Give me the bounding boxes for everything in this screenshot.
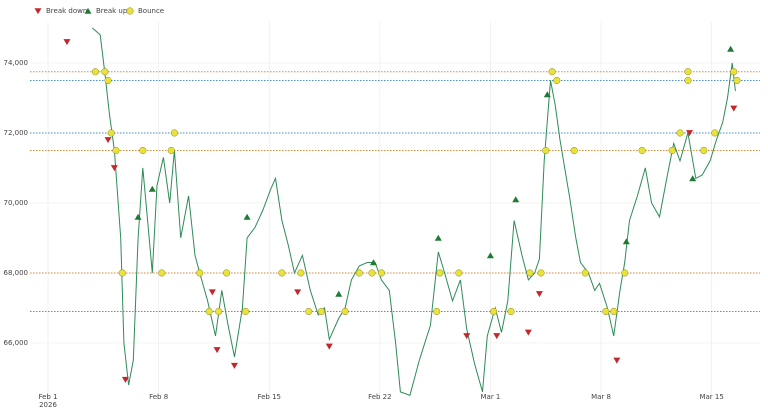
marker-break-down: [104, 137, 112, 144]
y-tick-label: 66,000: [4, 339, 29, 347]
legend-label: Bounce: [138, 7, 164, 15]
marker-bounce: [355, 269, 363, 277]
marker-break-up: [689, 175, 697, 182]
marker-bounce: [196, 269, 204, 277]
marker-bounce: [711, 129, 719, 137]
marker-break-up: [727, 45, 735, 52]
marker-bounce: [733, 76, 741, 84]
marker-break-down: [213, 347, 221, 354]
marker-bounce: [317, 307, 325, 316]
plot-area: [30, 27, 760, 397]
marker-bounce: [170, 129, 178, 137]
marker-bounce: [490, 307, 498, 316]
marker-bounce: [158, 269, 166, 277]
marker-break-down: [613, 357, 621, 364]
marker-bounce: [341, 307, 349, 316]
marker-bounce: [455, 269, 463, 277]
marker-bounce: [700, 146, 708, 154]
legend-label: Break down: [46, 7, 87, 15]
price-line: [91, 27, 736, 397]
marker-bounce: [101, 68, 109, 76]
marker-break-down: [34, 8, 42, 15]
marker-bounce: [730, 68, 738, 76]
x-tick-label: Mar 8: [591, 393, 611, 401]
marker-break-down: [230, 362, 238, 369]
marker-break-down: [730, 105, 738, 112]
marker-break-up: [512, 196, 520, 203]
marker-bounce: [570, 146, 578, 154]
marker-break-down: [121, 376, 129, 383]
marker-bounce: [507, 307, 515, 316]
marker-bounce: [684, 68, 692, 76]
marker-bounce: [684, 76, 692, 84]
marker-bounce: [553, 76, 561, 84]
marker-bounce: [215, 307, 223, 316]
legend-label: Break up: [96, 7, 128, 15]
marker-break-up: [134, 213, 142, 220]
x-tick-label: Feb 8: [149, 393, 168, 401]
marker-break-up: [486, 252, 494, 259]
marker-bounce: [278, 269, 286, 277]
marker-break-up: [434, 234, 442, 241]
y-tick-label: 74,000: [4, 59, 29, 67]
marker-break-down: [493, 333, 501, 340]
marker-bounce: [91, 68, 99, 76]
marker-bounce: [526, 269, 534, 277]
marker-bounce: [107, 129, 115, 137]
marker-break-down: [294, 289, 302, 296]
marker-bounce: [377, 269, 385, 277]
marker-bounce: [537, 269, 545, 277]
x-year-label: 2026: [39, 401, 57, 409]
marker-bounce: [112, 146, 120, 154]
marker-bounce: [223, 269, 231, 277]
marker-bounce: [548, 68, 556, 76]
x-tick-label: Mar 1: [480, 393, 500, 401]
marker-break-up: [243, 213, 251, 220]
marker-bounce: [433, 307, 441, 316]
marker-bounce: [368, 269, 376, 277]
marker-break-up: [335, 290, 343, 297]
marker-bounce: [118, 269, 126, 277]
marker-break-up: [622, 238, 630, 245]
marker-bounce: [205, 307, 213, 316]
marker-break-down: [325, 343, 333, 350]
x-tick-label: Feb 1: [38, 393, 57, 401]
marker-bounce: [621, 269, 629, 277]
marker-bounce: [104, 76, 112, 84]
marker-break-down: [463, 333, 471, 340]
x-tick-label: Mar 15: [699, 393, 723, 401]
marker-break-up: [543, 91, 551, 98]
marker-break-up: [84, 7, 92, 14]
marker-bounce: [139, 146, 147, 154]
y-tick-label: 68,000: [4, 269, 29, 277]
marker-break-up: [370, 259, 378, 266]
y-tick-label: 70,000: [4, 199, 29, 207]
y-tick-label: 72,000: [4, 129, 29, 137]
marker-break-down: [535, 291, 543, 298]
marker-bounce: [610, 307, 618, 316]
marker-bounce: [297, 269, 305, 277]
marker-bounce: [668, 146, 676, 154]
marker-bounce: [638, 146, 646, 154]
marker-bounce: [581, 269, 589, 277]
x-tick-label: Feb 15: [257, 393, 281, 401]
marker-bounce: [305, 307, 313, 316]
marker-bounce: [676, 129, 684, 137]
marker-break-up: [148, 185, 156, 192]
marker-bounce: [126, 7, 134, 15]
grid: [30, 22, 760, 400]
marker-break-down: [208, 289, 216, 296]
x-tick-label: Feb 22: [368, 393, 392, 401]
marker-break-down: [110, 165, 118, 172]
marker-bounce: [436, 269, 444, 277]
marker-bounce: [602, 307, 610, 316]
marker-break-down: [524, 329, 532, 336]
marker-bounce: [167, 146, 175, 154]
marker-break-down: [686, 130, 694, 137]
marker-bounce: [241, 307, 250, 316]
marker-break-down: [63, 39, 71, 46]
marker-bounce: [542, 146, 550, 154]
